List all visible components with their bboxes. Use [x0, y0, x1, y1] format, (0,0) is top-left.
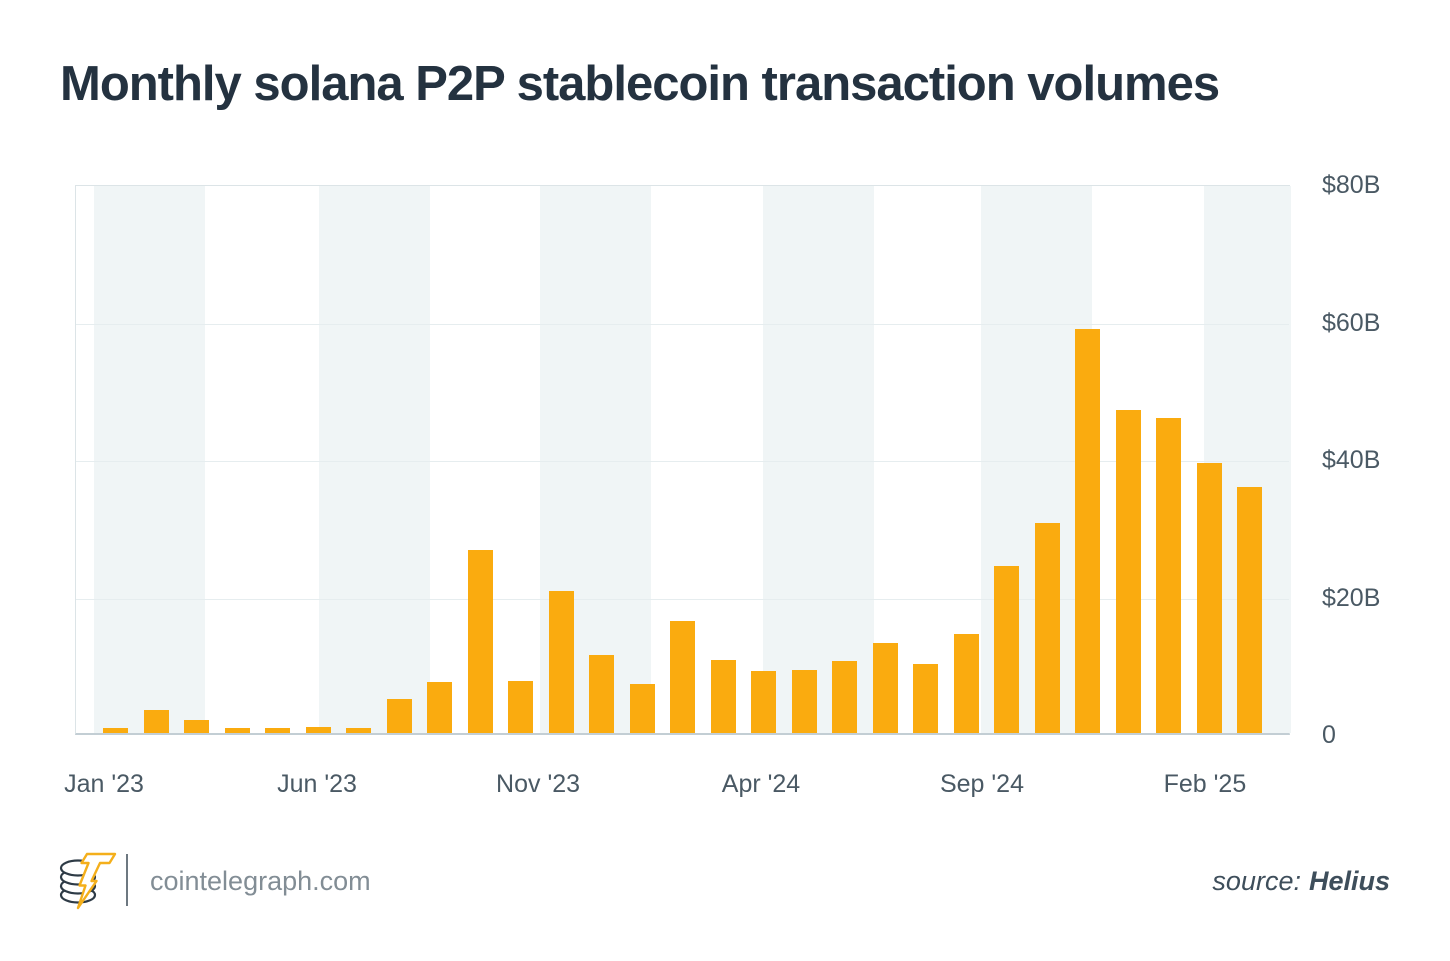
gridline-40	[76, 461, 1289, 462]
bar-mar--24	[670, 620, 696, 733]
bar-jul--23	[346, 728, 372, 733]
y-axis-tick-label: $80B	[1322, 171, 1381, 199]
x-axis-tick-label: Apr '24	[721, 770, 801, 798]
y-axis-tick-label: 0	[1322, 721, 1336, 749]
y-axis-tick-label: $60B	[1322, 308, 1381, 337]
x-axis-tick-label: Jan '23	[64, 770, 144, 798]
bar-jan--23	[103, 727, 129, 733]
bar-apr--23	[224, 728, 250, 733]
plot-area	[75, 185, 1291, 735]
background-stripe	[93, 186, 205, 733]
bar-nov--23	[508, 681, 534, 733]
x-axis-tick-label: Feb '25	[1163, 770, 1247, 798]
bar-sep--23	[427, 682, 453, 733]
bar-oct--23	[467, 550, 493, 733]
bar-oct--24	[953, 634, 979, 733]
bar-jul--24	[832, 660, 858, 733]
bar-jan--24	[589, 655, 615, 733]
bar-dec--23	[548, 591, 574, 733]
bar-mar--25	[1156, 418, 1182, 733]
bar-feb--24	[629, 684, 655, 733]
x-axis-tick-label: Nov '23	[496, 770, 581, 798]
bar-dec--24	[1034, 522, 1060, 733]
x-axis-tick-label: Sep '24	[939, 770, 1024, 798]
background-stripe	[319, 186, 430, 733]
bar-may--23	[265, 728, 291, 733]
lightning-bolt-icon	[76, 852, 117, 910]
background-stripe	[763, 186, 874, 733]
bar-sep--24	[913, 663, 939, 733]
bar-may--25	[1237, 486, 1263, 733]
bar-may--24	[751, 671, 777, 733]
bar-jun--24	[791, 669, 817, 733]
gridline-20	[76, 598, 1289, 600]
bar-apr--25	[1196, 462, 1222, 733]
bar-jun--23	[305, 726, 331, 733]
footer-site-url: cointelegraph.com	[150, 866, 371, 896]
bar-aug--23	[386, 698, 412, 733]
bar-mar--23	[184, 719, 210, 733]
bar-aug--24	[872, 642, 898, 733]
bar-apr--24	[710, 660, 736, 733]
gridline-60	[76, 323, 1289, 325]
y-axis-tick-label: $40B	[1322, 446, 1381, 474]
footer-divider	[126, 854, 128, 906]
x-axis-tick-label: Jun '23	[277, 770, 357, 798]
bar-feb--23	[143, 710, 169, 733]
bar-feb--25	[1115, 409, 1141, 733]
source-name: Helius	[1308, 866, 1390, 896]
y-axis-tick-label: $20B	[1322, 583, 1381, 612]
source-label: source:	[1212, 866, 1301, 896]
bar-jan--25	[1075, 328, 1101, 733]
chart-title: Monthly solana P2P stablecoin transactio…	[60, 57, 1220, 111]
bar-nov--24	[994, 565, 1020, 733]
cointelegraph-logo	[59, 852, 117, 910]
footer-source: source: Helius	[1212, 866, 1390, 897]
